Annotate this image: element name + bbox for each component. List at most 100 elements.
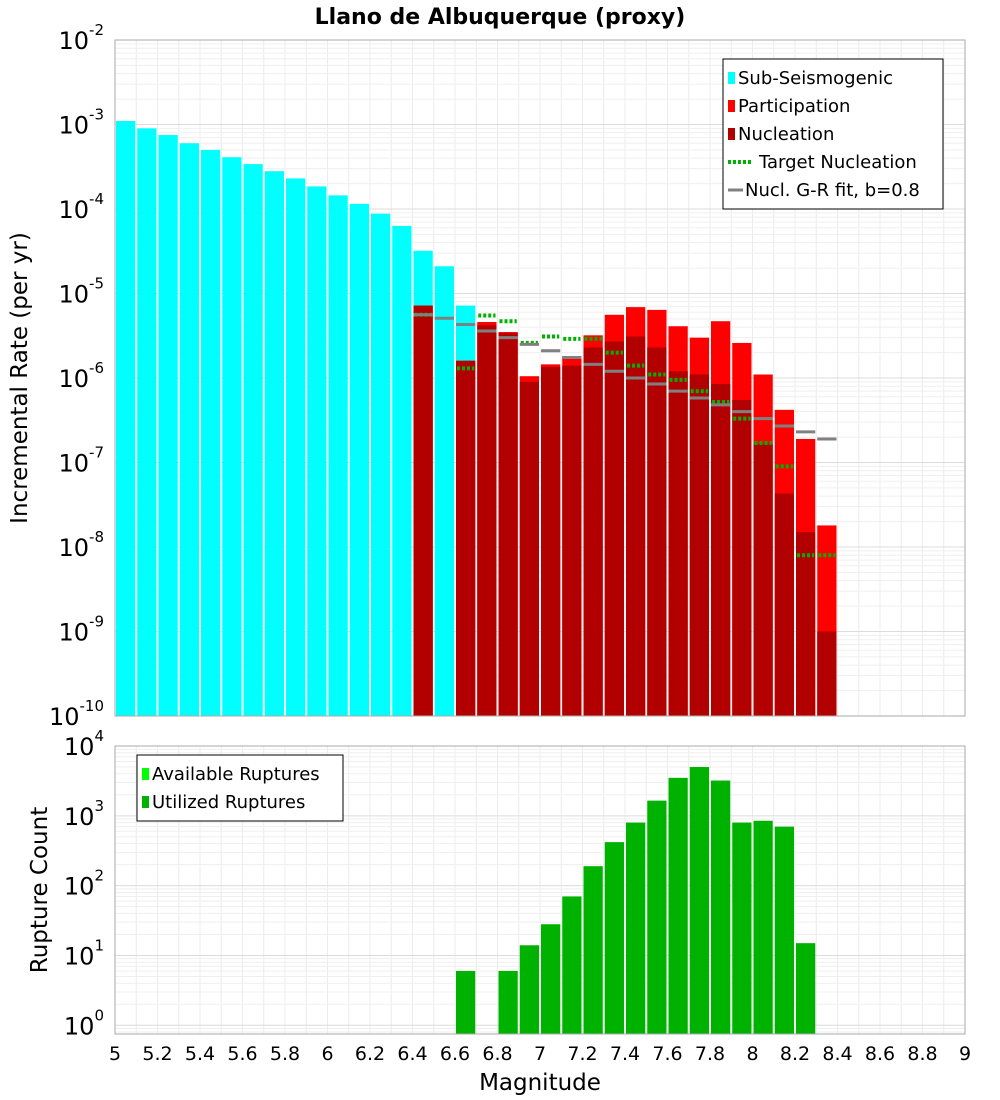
y-tick-exponent: -2 xyxy=(89,21,104,39)
legend-box xyxy=(136,754,344,822)
legend-swatch xyxy=(728,72,735,84)
nucleation-bar xyxy=(541,366,561,716)
y-tick-base: 10 xyxy=(58,112,89,140)
nucleation-bar xyxy=(689,374,709,716)
nucleation-bar xyxy=(753,444,773,716)
nucleation-bar xyxy=(477,325,497,716)
rate-legend: Sub-Seismogenic Participation Nucleation Ta… xyxy=(722,58,944,210)
utilized-ruptures-bar xyxy=(562,896,582,1034)
nucleation-bar xyxy=(732,399,752,716)
nucleation-bar xyxy=(626,336,646,716)
sub-seismogenic-bar xyxy=(349,203,369,716)
x-tick-label: 8.6 xyxy=(865,1043,895,1065)
legend-entry: Utilized Ruptures xyxy=(142,792,305,813)
utilized-ruptures-bar xyxy=(583,866,603,1034)
nucleation-bar xyxy=(456,360,476,716)
y-tick-base: 10 xyxy=(64,942,95,970)
x-tick-label: 5 xyxy=(109,1043,121,1065)
x-tick-label: 6.8 xyxy=(482,1043,512,1065)
utilized-ruptures-bar xyxy=(541,924,561,1034)
sub-seismogenic-bar xyxy=(222,157,242,716)
legend-entry: Sub-Seismogenic xyxy=(728,68,893,89)
y-tick-label: 10-3 xyxy=(58,106,104,140)
legend-entry: Target Nucleation xyxy=(728,152,917,173)
legend-box xyxy=(722,58,944,210)
y-tick-base: 10 xyxy=(58,196,89,224)
y-tick-label: 102 xyxy=(64,867,104,901)
legend-swatch xyxy=(728,128,735,140)
sub-seismogenic-bar xyxy=(243,164,263,716)
utilized-ruptures-bar xyxy=(753,820,773,1034)
legend-label: Available Ruptures xyxy=(152,764,320,785)
y-tick-label: 104 xyxy=(64,727,104,761)
y-tick-base: 10 xyxy=(58,365,89,393)
utilized-ruptures-bar xyxy=(519,945,539,1034)
legend-label: Utilized Ruptures xyxy=(152,792,305,813)
x-axis-title: Magnitude xyxy=(479,1070,601,1096)
utilized-ruptures-bar xyxy=(456,970,476,1034)
legend-entry: Participation xyxy=(728,96,850,117)
legend-label: Target Nucleation xyxy=(758,152,917,173)
y-tick-base: 10 xyxy=(64,1012,95,1040)
y-tick-label: 10-8 xyxy=(58,528,104,562)
x-tick-label: 7.6 xyxy=(652,1043,682,1065)
x-tick-label: 8 xyxy=(746,1043,758,1065)
x-tick-label: 5.8 xyxy=(270,1043,300,1065)
sub-seismogenic-bar xyxy=(264,171,284,716)
y-tick-base: 10 xyxy=(58,281,89,309)
sub-seismogenic-bar xyxy=(286,178,306,716)
legend-entry: Available Ruptures xyxy=(142,764,320,785)
nucleation-bar xyxy=(413,305,433,716)
x-tick-label: 7.2 xyxy=(567,1043,597,1065)
x-tick-label: 8.2 xyxy=(780,1043,810,1065)
y-tick-base: 10 xyxy=(58,27,89,55)
y-tick-exponent: -3 xyxy=(89,106,104,124)
x-tick-label: 5.6 xyxy=(227,1043,257,1065)
y-tick-exponent: 4 xyxy=(94,727,104,745)
x-tick-label: 6 xyxy=(321,1043,333,1065)
sub-seismogenic-bar xyxy=(116,121,136,716)
y-tick-exponent: -7 xyxy=(89,444,104,462)
nucleation-bar xyxy=(796,532,816,716)
x-tick-label: 8.4 xyxy=(822,1043,852,1065)
y-tick-exponent: -10 xyxy=(80,697,105,715)
nucleation-bar xyxy=(774,493,794,716)
rate-y-axis-title: Incremental Rate (per yr) xyxy=(7,232,33,524)
magnitude-x-ticks: 5 5.2 5.4 5.6 5.8 6 6.2 6.4 6.6 6.8 7 7.2 7.4 7.6 7.8 8… xyxy=(109,1043,971,1065)
y-tick-label: 10-10 xyxy=(49,697,104,731)
nucleation-bar xyxy=(562,365,582,716)
y-tick-label: 100 xyxy=(64,1006,104,1040)
sub-seismogenic-bar xyxy=(307,186,327,716)
rupture-plot-frame xyxy=(114,745,966,1035)
legend-label: Nucleation xyxy=(738,124,834,145)
legend-swatch xyxy=(142,768,149,780)
nucleation-bar xyxy=(498,333,518,716)
rate-plot-bars xyxy=(116,121,837,716)
rate-plot-frame xyxy=(114,39,966,717)
sub-seismogenic-bar xyxy=(371,213,391,716)
sub-seismogenic-bar xyxy=(158,135,178,716)
x-tick-label: 6.4 xyxy=(397,1043,427,1065)
y-tick-exponent: 3 xyxy=(94,797,104,815)
x-tick-label: 6.6 xyxy=(440,1043,470,1065)
utilized-ruptures-bar xyxy=(668,777,688,1034)
chart-title: Llano de Albuquerque (proxy) xyxy=(315,5,686,30)
y-tick-label: 10-9 xyxy=(58,613,104,647)
legend-swatch xyxy=(142,796,149,808)
y-tick-exponent: 0 xyxy=(94,1006,104,1024)
nucleation-bar xyxy=(668,371,688,716)
sub-seismogenic-bar xyxy=(201,149,221,716)
x-tick-label: 6.2 xyxy=(355,1043,385,1065)
legend-entry: Nucl. G-R fit, b=0.8 xyxy=(728,180,920,201)
sub-seismogenic-bar xyxy=(137,128,157,716)
x-tick-label: 7.4 xyxy=(610,1043,640,1065)
nucleation-bar xyxy=(583,347,603,716)
nucleation-bar xyxy=(711,383,731,716)
y-tick-label: 10-4 xyxy=(58,190,104,224)
utilized-ruptures-bar xyxy=(774,826,794,1034)
x-tick-label: 9 xyxy=(959,1043,971,1065)
y-tick-base: 10 xyxy=(64,733,95,761)
sub-seismogenic-bar xyxy=(434,266,454,716)
